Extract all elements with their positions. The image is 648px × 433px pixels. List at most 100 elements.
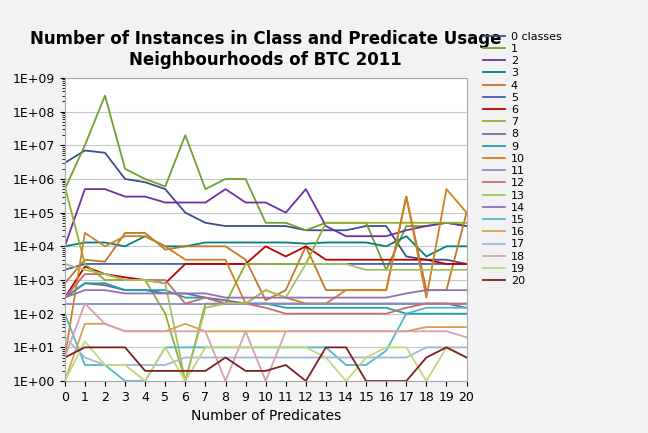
4 bbox=[242, 257, 249, 262]
Line: 17: 17 bbox=[65, 337, 467, 365]
8 bbox=[402, 301, 410, 306]
10 bbox=[402, 194, 410, 199]
5 bbox=[61, 267, 69, 272]
12 bbox=[342, 311, 350, 316]
9 bbox=[302, 305, 310, 310]
1 bbox=[402, 223, 410, 229]
13 bbox=[161, 281, 169, 286]
18 bbox=[61, 355, 69, 360]
18 bbox=[382, 329, 390, 334]
3 bbox=[322, 240, 330, 245]
17 bbox=[322, 355, 330, 360]
16 bbox=[101, 321, 109, 326]
3 bbox=[262, 240, 270, 245]
1 bbox=[181, 132, 189, 138]
19 bbox=[101, 362, 109, 368]
0 classes bbox=[61, 160, 69, 165]
16 bbox=[222, 329, 229, 334]
16 bbox=[443, 324, 450, 330]
2 bbox=[101, 187, 109, 192]
4 bbox=[61, 281, 69, 286]
Line: 12: 12 bbox=[65, 274, 467, 313]
16 bbox=[141, 329, 149, 334]
10 bbox=[101, 244, 109, 249]
13 bbox=[342, 262, 350, 267]
14 bbox=[282, 295, 290, 300]
8 bbox=[282, 301, 290, 306]
16 bbox=[262, 329, 270, 334]
11 bbox=[61, 301, 69, 306]
17 bbox=[202, 355, 209, 360]
16 bbox=[121, 329, 129, 334]
2 bbox=[382, 233, 390, 239]
9 bbox=[141, 288, 149, 293]
15 bbox=[222, 345, 229, 350]
9 bbox=[342, 305, 350, 310]
11 bbox=[463, 301, 470, 306]
20 bbox=[81, 345, 89, 350]
19 bbox=[342, 378, 350, 384]
X-axis label: Number of Predicates: Number of Predicates bbox=[191, 409, 341, 423]
15 bbox=[402, 311, 410, 316]
0 classes bbox=[443, 257, 450, 262]
5 bbox=[422, 262, 430, 267]
10 bbox=[302, 301, 310, 306]
8 bbox=[101, 283, 109, 288]
5 bbox=[322, 262, 330, 267]
1 bbox=[242, 176, 249, 181]
11 bbox=[422, 301, 430, 306]
0 classes bbox=[101, 150, 109, 155]
7 bbox=[422, 220, 430, 226]
16 bbox=[382, 329, 390, 334]
17 bbox=[422, 345, 430, 350]
7 bbox=[61, 184, 69, 189]
4 bbox=[443, 288, 450, 293]
4 bbox=[422, 288, 430, 293]
4 bbox=[262, 297, 270, 303]
20 bbox=[282, 362, 290, 368]
1 bbox=[121, 166, 129, 171]
6 bbox=[402, 257, 410, 262]
5 bbox=[282, 262, 290, 267]
4 bbox=[402, 194, 410, 199]
11 bbox=[262, 301, 270, 306]
3 bbox=[141, 233, 149, 239]
4 bbox=[342, 288, 350, 293]
6 bbox=[121, 275, 129, 280]
5 bbox=[181, 262, 189, 267]
11 bbox=[181, 301, 189, 306]
12 bbox=[61, 295, 69, 300]
7 bbox=[202, 301, 209, 306]
20 bbox=[302, 378, 310, 384]
14 bbox=[382, 295, 390, 300]
18 bbox=[242, 329, 249, 334]
1 bbox=[382, 267, 390, 272]
0 classes bbox=[141, 180, 149, 185]
Line: 15: 15 bbox=[65, 308, 467, 381]
8 bbox=[141, 288, 149, 293]
4 bbox=[181, 244, 189, 249]
6 bbox=[181, 262, 189, 267]
15 bbox=[382, 348, 390, 353]
14 bbox=[101, 288, 109, 293]
17 bbox=[101, 362, 109, 368]
20 bbox=[342, 345, 350, 350]
17 bbox=[362, 355, 370, 360]
9 bbox=[402, 311, 410, 316]
15 bbox=[463, 305, 470, 310]
14 bbox=[161, 291, 169, 296]
14 bbox=[61, 295, 69, 300]
20 bbox=[101, 345, 109, 350]
4 bbox=[282, 288, 290, 293]
18 bbox=[322, 329, 330, 334]
1 bbox=[222, 176, 229, 181]
13 bbox=[463, 267, 470, 272]
15 bbox=[181, 345, 189, 350]
10 bbox=[81, 230, 89, 236]
9 bbox=[81, 281, 89, 286]
12 bbox=[242, 301, 249, 306]
Line: 3: 3 bbox=[65, 236, 467, 256]
1 bbox=[61, 187, 69, 192]
Line: 14: 14 bbox=[65, 290, 467, 297]
15 bbox=[121, 378, 129, 384]
